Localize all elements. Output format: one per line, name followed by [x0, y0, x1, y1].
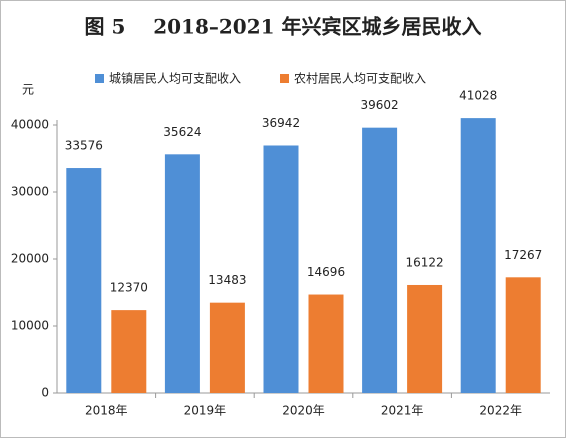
x-tick-label: 2019年 — [184, 404, 227, 418]
value-label: 35624 — [163, 125, 201, 139]
value-label: 16122 — [406, 255, 444, 269]
value-label: 41028 — [459, 89, 497, 103]
x-tick-label: 2020年 — [282, 404, 325, 418]
x-tick-label: 2022年 — [479, 404, 522, 418]
legend-swatch — [95, 74, 104, 83]
bar — [111, 310, 147, 393]
chart-title: 图 5 2018–2021 年兴宾区城乡居民收入 — [84, 15, 481, 39]
y-axis-label: 元 — [22, 83, 34, 97]
legend-swatch — [280, 74, 289, 83]
bar — [505, 277, 541, 393]
bar — [66, 168, 102, 393]
value-label: 36942 — [262, 116, 300, 130]
legend-label: 城镇居民人均可支配收入 — [109, 72, 241, 86]
y-tick-label: 10000 — [11, 319, 49, 333]
bar — [164, 154, 200, 393]
y-tick-label: 20000 — [11, 252, 49, 266]
y-tick-label: 40000 — [11, 118, 49, 132]
bar — [407, 284, 443, 393]
y-tick-label: 30000 — [11, 185, 49, 199]
value-label: 13483 — [208, 273, 246, 287]
value-label: 39602 — [361, 98, 399, 112]
x-tick-label: 2021年 — [381, 404, 424, 418]
value-label: 17267 — [504, 248, 542, 262]
bar — [308, 294, 344, 393]
bar — [460, 118, 496, 393]
bar — [209, 302, 245, 393]
bar — [263, 145, 299, 393]
value-label: 12370 — [110, 281, 148, 295]
bar — [362, 127, 398, 394]
value-label: 14696 — [307, 265, 345, 279]
x-tick-label: 2018年 — [85, 404, 128, 418]
y-tick-label: 0 — [41, 386, 49, 400]
value-label: 33576 — [65, 139, 103, 153]
legend-label: 农村居民人均可支配收入 — [294, 72, 426, 86]
